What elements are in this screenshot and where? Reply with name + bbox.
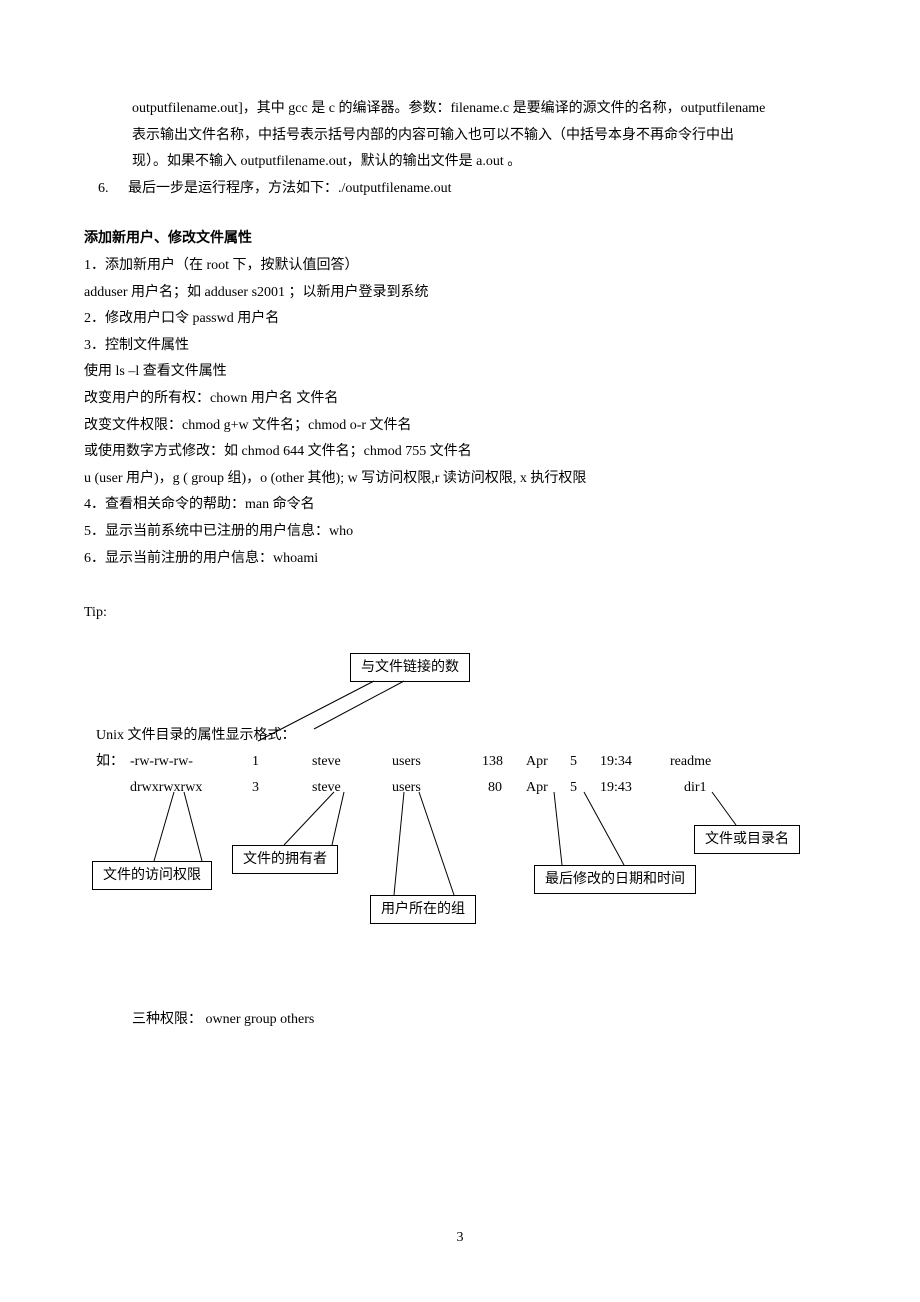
- diagram-title: Unix 文件目录的属性显示格式：: [96, 723, 296, 750]
- callout-perm: 文件的访问权限: [92, 861, 212, 891]
- body-line: 4．查看相关命令的帮助：man 命令名: [84, 492, 836, 519]
- row2-links: 3: [252, 775, 259, 802]
- row2-perm: drwxrwxrwx: [130, 775, 202, 802]
- body-line: 使用 ls –l 查看文件属性: [84, 359, 836, 386]
- row1-size: 138: [482, 749, 503, 776]
- body-line: 或使用数字方式修改：如 chmod 644 文件名；chmod 755 文件名: [84, 439, 836, 466]
- body-line: 5．显示当前系统中已注册的用户信息：who: [84, 519, 836, 546]
- row1-group: users: [392, 749, 421, 776]
- row2-name: dir1: [684, 775, 707, 802]
- body-line: 6．显示当前注册的用户信息：whoami: [84, 546, 836, 573]
- body-line: u (user 用户)，g ( group 组)，o (other 其他); w…: [84, 466, 836, 493]
- list-item-6: 6. 最后一步是运行程序，方法如下：./outputfilename.out: [84, 176, 836, 203]
- row1-links: 1: [252, 749, 259, 776]
- body-line: 1．添加新用户（在 root 下，按默认值回答）: [84, 253, 836, 280]
- list-text: 最后一步是运行程序，方法如下：./outputfilename.out: [128, 176, 836, 203]
- list-number: 6.: [98, 176, 128, 203]
- row2-mon: Apr: [526, 775, 548, 802]
- page-number: 3: [0, 1225, 920, 1252]
- ls-diagram: 与文件链接的数 Unix 文件目录的属性显示格式： 如： -rw-rw-rw- …: [84, 637, 836, 967]
- callout-date: 最后修改的日期和时间: [534, 865, 696, 895]
- section-heading: 添加新用户、修改文件属性: [84, 226, 836, 253]
- row2-size: 80: [488, 775, 502, 802]
- row1-mon: Apr: [526, 749, 548, 776]
- callout-name: 文件或目录名: [694, 825, 800, 855]
- row1-owner: steve: [312, 749, 341, 776]
- callout-links: 与文件链接的数: [350, 653, 470, 683]
- body-line: adduser 用户名；如 adduser s2001 ；以新用户登录到系统: [84, 280, 836, 307]
- row2-day: 5: [570, 775, 577, 802]
- row1-perm: -rw-rw-rw-: [130, 749, 193, 776]
- para-line: outputfilename.out]，其中 gcc 是 c 的编译器。参数：f…: [132, 96, 836, 123]
- body-line: 3．控制文件属性: [84, 333, 836, 360]
- tip-label: Tip:: [84, 600, 836, 627]
- para-line: 表示输出文件名称，中括号表示括号内部的内容可输入也可以不输入（中括号本身不再命令…: [132, 123, 836, 150]
- body-line: 改变文件权限：chmod g+w 文件名；chmod o-r 文件名: [84, 413, 836, 440]
- body-lines: 1．添加新用户（在 root 下，按默认值回答） adduser 用户名；如 a…: [84, 253, 836, 572]
- callout-group: 用户所在的组: [370, 895, 476, 925]
- row2-owner: steve: [312, 775, 341, 802]
- row1-time: 19:34: [600, 749, 632, 776]
- diagram-prefix: 如：: [96, 749, 124, 776]
- callout-owner: 文件的拥有者: [232, 845, 338, 875]
- body-line: 改变用户的所有权：chown 用户名 文件名: [84, 386, 836, 413]
- row1-name: readme: [670, 749, 711, 776]
- row2-time: 19:43: [600, 775, 632, 802]
- continuation-paragraph: outputfilename.out]，其中 gcc 是 c 的编译器。参数：f…: [84, 96, 836, 176]
- para-line: 现）。如果不输入 outputfilename.out，默认的输出文件是 a.o…: [132, 149, 836, 176]
- footer-line: 三种权限： owner group others: [84, 1007, 836, 1034]
- row1-day: 5: [570, 749, 577, 776]
- body-line: 2．修改用户口令 passwd 用户名: [84, 306, 836, 333]
- row2-group: users: [392, 775, 421, 802]
